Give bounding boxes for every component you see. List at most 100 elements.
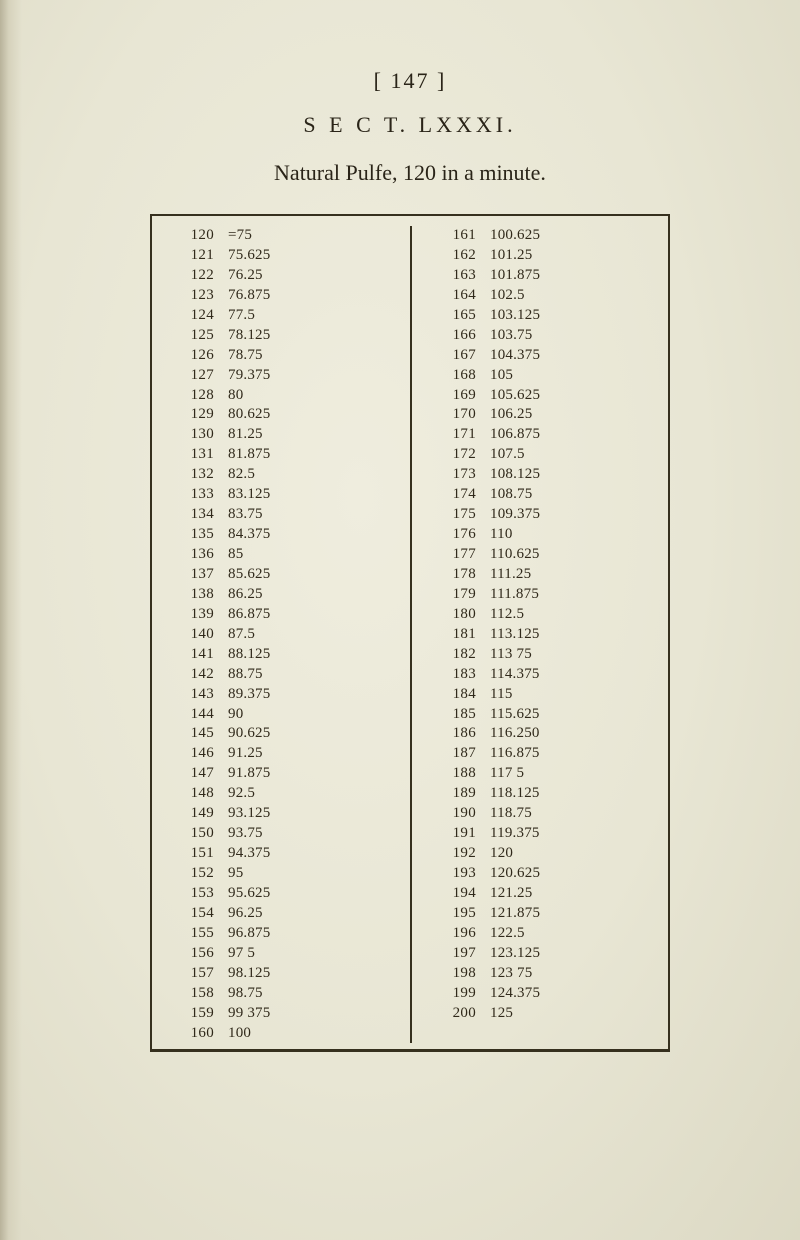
table-cell: 90.625 [228,724,398,744]
table-cell: 82.5 [228,465,398,485]
table-cell: 124 [160,306,214,326]
table-cell: 139 [160,605,214,625]
table-cell: 173 [422,465,476,485]
table-cell: 122 [160,266,214,286]
table-cell: 122.5 [490,924,660,944]
table-cell: 125 [160,326,214,346]
table-cell: 113 75 [490,645,660,665]
table-cell: 78.75 [228,346,398,366]
table-cell: 125 [490,1004,660,1024]
table-cell: 91.25 [228,744,398,764]
table-cell: 101.875 [490,266,660,286]
table-cell: 104.375 [490,346,660,366]
table-cell: 84.375 [228,525,398,545]
table-cell: 90 [228,705,398,725]
table-cell: 186 [422,724,476,744]
table-cell: 162 [422,246,476,266]
table-cell: 159 [160,1004,214,1024]
table-cell: 199 [422,984,476,1004]
table-cell: 131 [160,445,214,465]
table-cell: 197 [422,944,476,964]
table-cell: 150 [160,824,214,844]
table-cell: 95 [228,864,398,884]
table-cell: 85 [228,545,398,565]
table-cell: 140 [160,625,214,645]
table-cell: 113.125 [490,625,660,645]
table-cell: 80 [228,386,398,406]
table-cell: 163 [422,266,476,286]
table-cell: 105.625 [490,386,660,406]
table-cell: 86.25 [228,585,398,605]
table-cell: 130 [160,425,214,445]
table-cell: 188 [422,764,476,784]
table-cell: 107.5 [490,445,660,465]
table-cell: 184 [422,685,476,705]
table-cell: 76.875 [228,286,398,306]
pulse-table-frame: 1201211221231241251261271281291301311321… [150,214,670,1052]
table-cell: 76.25 [228,266,398,286]
table-cell: 193 [422,864,476,884]
table-cell: 110 [490,525,660,545]
table-cell: 88.75 [228,665,398,685]
table-cell: 177 [422,545,476,565]
table-cell: 91.875 [228,764,398,784]
table-cell: 161 [422,226,476,246]
table-cell: 120 [160,226,214,246]
table-cell: 190 [422,804,476,824]
table-cell: 167 [422,346,476,366]
table-cell: 146 [160,744,214,764]
table-cell: 112.5 [490,605,660,625]
table-cell: 153 [160,884,214,904]
table-cell: 98.75 [228,984,398,1004]
table-cell: 200 [422,1004,476,1024]
table-cell: 83.125 [228,485,398,505]
scanned-page: [ 147 ] S E C T. LXXXI. Natural Pulfe, 1… [0,0,800,1240]
right-value-column: 100.625101.25101.875102.5103.125103.7510… [488,226,660,1043]
left-index-column: 1201211221231241251261271281291301311321… [160,226,226,1043]
table-cell: 151 [160,844,214,864]
table-cell: 111.25 [490,565,660,585]
table-cell: 111.875 [490,585,660,605]
table-cell: 75.625 [228,246,398,266]
table-cell: 96.25 [228,904,398,924]
table-cell: 116.250 [490,724,660,744]
table-cell: 157 [160,964,214,984]
table-cell: 89.375 [228,685,398,705]
table-cell: 103.75 [490,326,660,346]
table-cell: 171 [422,425,476,445]
table-cell: 120 [490,844,660,864]
table-cell: 83.75 [228,505,398,525]
table-cell: 141 [160,645,214,665]
table-cell: 192 [422,844,476,864]
table-cell: 100.625 [490,226,660,246]
section-heading: S E C T. LXXXI. [110,112,710,138]
table-cell: 88.125 [228,645,398,665]
table-cell: 128 [160,386,214,406]
table-cell: 174 [422,485,476,505]
table-cell: 127 [160,366,214,386]
table-cell: 156 [160,944,214,964]
table-cell: 154 [160,904,214,924]
table-cell: 121 [160,246,214,266]
table-cell: 135 [160,525,214,545]
table-cell: 152 [160,864,214,884]
table-cell: 182 [422,645,476,665]
table-cell: 78.125 [228,326,398,346]
table-cell: 115 [490,685,660,705]
table-cell: 87.5 [228,625,398,645]
table-cell: 118.75 [490,804,660,824]
table-cell: 180 [422,605,476,625]
table-cell: 189 [422,784,476,804]
table-cell: 86.875 [228,605,398,625]
table-cell: 106.875 [490,425,660,445]
page-header: [ 147 ] S E C T. LXXXI. Natural Pulfe, 1… [110,68,710,186]
table-cell: 144 [160,705,214,725]
table-cell: 172 [422,445,476,465]
table-cell: 77.5 [228,306,398,326]
table-cell: 115.625 [490,705,660,725]
table-cell: 106.25 [490,405,660,425]
column-pair-right: 1611621631641651661671681691701711721731… [410,226,660,1043]
table-cell: 121.25 [490,884,660,904]
pulse-table-columns: 1201211221231241251261271281291301311321… [160,226,660,1043]
table-cell: 81.25 [228,425,398,445]
